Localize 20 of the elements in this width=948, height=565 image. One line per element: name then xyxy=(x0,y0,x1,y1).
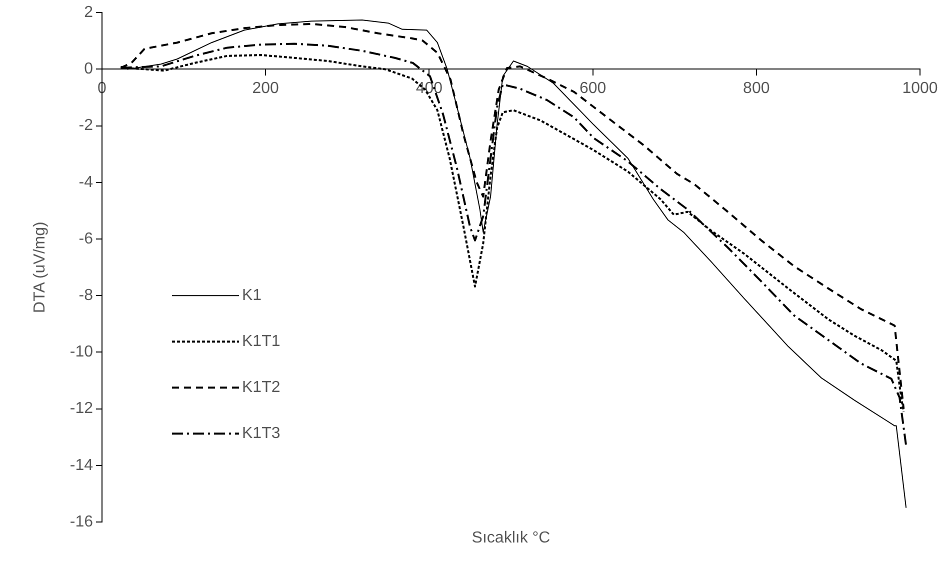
legend-label: K1 xyxy=(242,287,262,304)
y-tick-label: 0 xyxy=(84,60,94,78)
legend-label: K1T2 xyxy=(242,379,280,396)
y-tick-label: -6 xyxy=(78,230,94,248)
x-tick-label: 600 xyxy=(579,80,606,98)
x-tick-label: 200 xyxy=(252,80,280,98)
y-axis-title: DTA (uV/mg) xyxy=(31,222,48,313)
y-tick-label: -14 xyxy=(70,456,94,474)
y-tick-label: -2 xyxy=(78,117,94,134)
y-tick-label: -10 xyxy=(70,344,94,361)
y-tick-label: 2 xyxy=(84,4,94,22)
y-tick-label: -16 xyxy=(70,513,94,530)
y-tick-label: -12 xyxy=(70,400,94,418)
y-tick-label: -4 xyxy=(78,174,94,191)
y-tick-label: -8 xyxy=(78,287,94,304)
legend-label: K1T1 xyxy=(242,333,280,350)
legend-label: K1T3 xyxy=(242,425,280,442)
x-tick-label: 800 xyxy=(743,80,770,98)
x-tick-label: 1000 xyxy=(902,80,938,98)
x-axis-title: Sıcaklık °C xyxy=(472,529,550,546)
